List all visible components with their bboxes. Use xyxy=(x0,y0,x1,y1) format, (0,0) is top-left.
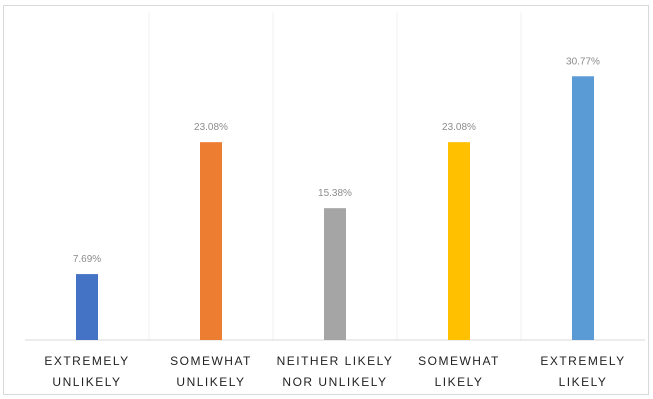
data-label-2: 23.08% xyxy=(194,122,228,133)
bar-1 xyxy=(76,274,98,340)
data-label-4: 23.08% xyxy=(442,122,476,133)
category-label-3: NEITHER LIKELY NOR UNLIKELY xyxy=(276,354,394,389)
bar-5 xyxy=(572,76,594,340)
bar-4 xyxy=(448,142,470,340)
data-label-1: 7.69% xyxy=(73,254,101,265)
category-label-4: SOMEWHAT LIKELY xyxy=(418,354,500,389)
data-label-5: 30.77% xyxy=(566,56,600,67)
bar-3 xyxy=(324,208,346,340)
category-label-1: EXTREMELY UNLIKELY xyxy=(44,354,130,389)
category-label-5: EXTREMELY LIKELY xyxy=(540,354,626,389)
category-label-2: SOMEWHAT UNLIKELY xyxy=(170,354,252,389)
bar-2 xyxy=(200,142,222,340)
data-label-3: 15.38% xyxy=(318,188,352,199)
